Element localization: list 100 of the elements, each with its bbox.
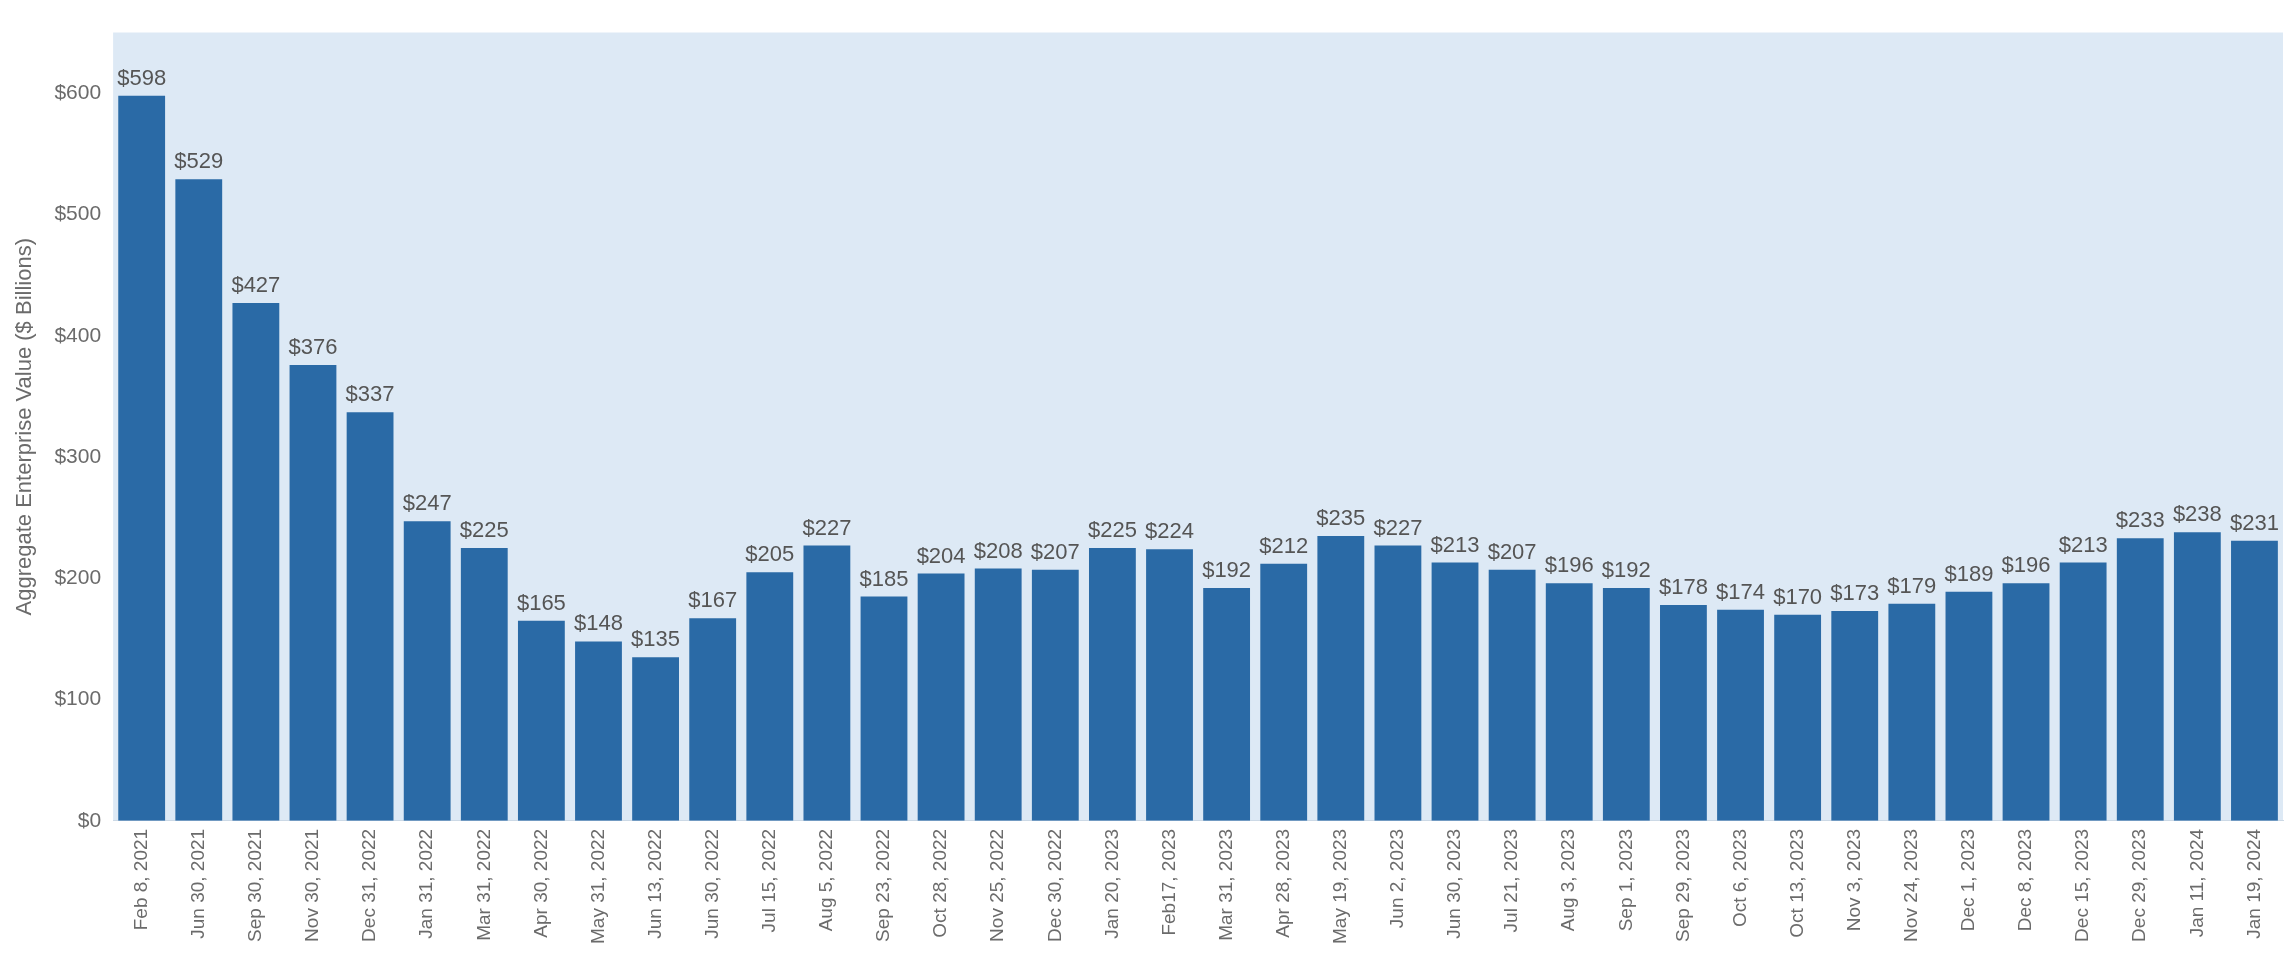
x-tick-label: Nov 30, 2021: [301, 828, 323, 942]
x-tick-label: Feb17, 2023: [1157, 828, 1179, 936]
bar: [232, 303, 280, 821]
y-tick-label: $400: [54, 322, 102, 346]
data-label: $196: [2001, 552, 2051, 578]
x-tick-label: Dec 30, 2022: [1043, 828, 1065, 942]
data-label: $376: [288, 333, 338, 359]
x-tick-label: Jul 15, 2022: [758, 828, 780, 933]
bar: [1717, 609, 1764, 821]
x-tick-label: Sep 23, 2022: [872, 828, 894, 942]
x-tick-label: Sep 1, 2023: [1614, 828, 1636, 932]
data-label: $247: [402, 490, 452, 516]
bar: [289, 364, 337, 821]
data-label: $174: [1716, 578, 1766, 604]
data-label: $208: [973, 537, 1023, 563]
bar: [1945, 591, 1993, 821]
bar: [575, 641, 622, 821]
data-label: $337: [345, 381, 395, 407]
data-label: $167: [688, 587, 738, 613]
bar: [974, 568, 1022, 821]
x-tick-label: Jun 13, 2022: [643, 828, 665, 939]
data-label: $196: [1544, 552, 1594, 578]
data-label: $238: [2172, 501, 2222, 527]
bar: [917, 573, 965, 821]
data-label: $173: [1830, 580, 1880, 606]
bar: [517, 620, 565, 821]
data-label: $427: [231, 272, 281, 298]
x-tick-label: Jan 20, 2023: [1100, 828, 1122, 939]
data-label: $207: [1030, 538, 1080, 564]
bar: [460, 548, 508, 821]
x-tick-label: Apr 30, 2022: [529, 828, 551, 938]
bar: [860, 596, 908, 821]
y-tick-label: $0: [77, 807, 102, 831]
data-label: $135: [631, 626, 681, 652]
data-label: $598: [117, 64, 167, 90]
data-label: $213: [2058, 531, 2108, 557]
data-label: $231: [2229, 509, 2279, 535]
data-label: $189: [1944, 560, 1994, 586]
bar: [1317, 535, 1365, 821]
bar: [1374, 545, 1422, 821]
data-label: $204: [916, 542, 966, 568]
y-tick-label: $100: [54, 686, 102, 710]
x-tick-label: Jan 31, 2022: [415, 828, 437, 939]
x-tick-label: Oct 13, 2023: [1785, 828, 1807, 938]
x-tick-label: Jan 11, 2024: [2185, 828, 2207, 938]
x-tick-label: Mar 31, 2023: [1214, 828, 1236, 941]
data-label: $170: [1773, 583, 1823, 609]
bar: [346, 412, 394, 821]
x-tick-label: Jan 19, 2024: [2242, 828, 2264, 939]
data-label: $233: [2115, 507, 2165, 533]
bar: [746, 572, 794, 821]
bar: [1831, 611, 1879, 821]
x-tick-label: Apr 28, 2023: [1271, 828, 1293, 938]
bar: [2116, 538, 2164, 821]
bar: [689, 618, 737, 821]
data-label: $225: [1087, 517, 1137, 543]
bar: [1660, 605, 1707, 821]
bar: [1602, 588, 1650, 821]
bar: [1545, 583, 1593, 821]
x-tick-label: May 31, 2022: [586, 828, 608, 945]
x-tick-label: Mar 31, 2022: [472, 828, 494, 941]
data-label: $213: [1430, 531, 1480, 557]
x-tick-label: Feb 8, 2021: [129, 828, 151, 931]
data-label: $227: [802, 514, 852, 540]
x-tick-label: Dec 8, 2023: [2014, 828, 2036, 932]
data-label: $529: [174, 148, 224, 174]
y-axis-title: Aggregate Enterprise Value ($ Billions): [11, 238, 37, 616]
x-tick-label: Nov 24, 2023: [1900, 828, 1922, 942]
bar: [1774, 614, 1822, 821]
x-tick-label: Oct 6, 2023: [1728, 828, 1750, 928]
x-tick-label: Aug 3, 2023: [1557, 828, 1579, 932]
data-label: $225: [459, 517, 509, 543]
data-label: $148: [574, 610, 623, 636]
bar: [2173, 532, 2221, 821]
bar: [632, 657, 679, 821]
x-tick-label: Jun 2, 2023: [1386, 828, 1408, 929]
bar: [403, 521, 451, 821]
bar: [803, 545, 851, 821]
data-label: $178: [1658, 574, 1708, 600]
x-tick-label: Jul 21, 2023: [1500, 828, 1522, 933]
y-tick-label: $600: [54, 80, 102, 104]
data-label: $192: [1202, 557, 1252, 583]
bar: [1260, 563, 1308, 821]
data-label: $224: [1145, 518, 1194, 544]
bar: [1088, 548, 1136, 821]
bar: [1031, 569, 1079, 821]
data-label: $205: [745, 541, 795, 567]
bar: [1888, 603, 1936, 821]
y-tick-label: $300: [54, 443, 102, 467]
data-label: $185: [859, 565, 909, 591]
x-tick-label: May 19, 2023: [1329, 828, 1351, 945]
y-tick-label: $500: [54, 201, 102, 225]
x-tick-label: Sep 30, 2021: [244, 828, 266, 942]
data-label: $212: [1259, 532, 1309, 558]
bar: [1203, 588, 1251, 821]
x-tick-label: Nov 3, 2023: [1842, 828, 1864, 932]
x-tick-label: Dec 15, 2023: [2071, 828, 2093, 942]
bar: [2231, 540, 2278, 821]
bar: [118, 95, 166, 821]
bar: [1146, 549, 1193, 821]
